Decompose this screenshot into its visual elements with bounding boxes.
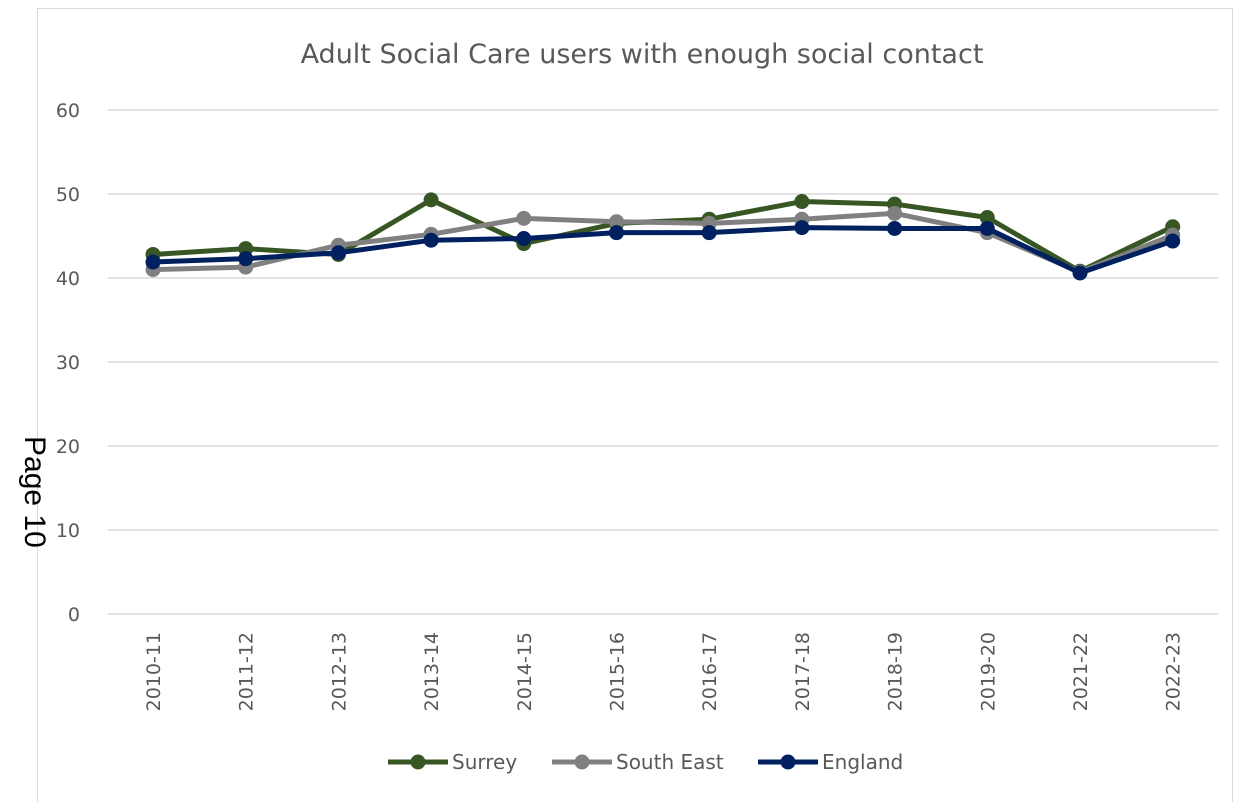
data-point — [423, 192, 439, 208]
data-point — [887, 220, 903, 236]
data-point — [516, 210, 532, 226]
data-point — [794, 220, 810, 236]
y-tick-label: 10 — [56, 520, 80, 542]
legend-label: England — [822, 750, 903, 774]
y-tick-label: 60 — [56, 100, 80, 122]
legend-label: South East — [616, 750, 724, 774]
series-england — [145, 220, 1181, 281]
data-point — [887, 205, 903, 221]
x-tick-label: 2015-16 — [607, 632, 629, 711]
x-tick-label: 2022-23 — [1163, 632, 1185, 711]
page-number-label: Page 10 — [18, 436, 51, 548]
data-point — [423, 232, 439, 248]
data-point — [979, 220, 995, 236]
chart-title: Adult Social Care users with enough soci… — [301, 39, 984, 70]
y-tick-label: 0 — [68, 604, 80, 626]
legend-item: Surrey — [388, 750, 517, 774]
x-tick-label: 2021-22 — [1070, 632, 1092, 711]
data-point — [1072, 265, 1088, 281]
x-tick-label: 2019-20 — [977, 632, 999, 711]
legend-item: England — [758, 750, 903, 774]
x-tick-label: 2013-14 — [421, 632, 443, 711]
x-tick-label: 2016-17 — [699, 632, 721, 711]
y-tick-label: 50 — [56, 184, 80, 206]
series-line — [150, 210, 1176, 275]
y-tick-label: 40 — [56, 268, 80, 290]
x-tick-label: 2012-13 — [328, 632, 350, 711]
series-surrey — [145, 192, 1181, 279]
x-tick-label: 2018-19 — [885, 632, 907, 711]
data-point — [609, 225, 624, 241]
legend: Surrey South East England — [388, 750, 903, 774]
x-tick-label: 2014-15 — [514, 632, 536, 711]
x-tick-label: 2017-18 — [792, 632, 814, 711]
data-point — [238, 251, 254, 267]
legend-item: South East — [552, 750, 724, 774]
data-point — [1165, 233, 1181, 249]
y-tick-label: 20 — [56, 436, 80, 458]
data-point — [330, 245, 346, 261]
x-tick-label: 2010-11 — [143, 632, 165, 711]
gridlines — [108, 109, 1218, 615]
data-point — [516, 231, 532, 247]
data-point — [794, 194, 810, 210]
legend-label: Surrey — [452, 750, 517, 774]
series-line — [150, 197, 1176, 274]
series-south-east — [145, 205, 1181, 280]
y-tick-label: 30 — [56, 352, 80, 374]
data-point — [609, 214, 624, 230]
x-axis-ticks: 2010-11 2011-12 2012-13 2013-14 2014-15 2015-… — [143, 632, 1185, 711]
data-point — [145, 254, 161, 270]
y-axis-ticks: 0 10 20 30 40 50 60 — [56, 100, 80, 626]
legend-marker — [410, 754, 426, 770]
x-tick-label: 2011-12 — [236, 632, 258, 711]
data-point — [979, 210, 995, 226]
legend-marker — [574, 754, 590, 770]
series-line — [150, 225, 1176, 276]
data-point — [701, 225, 717, 241]
legend-marker — [780, 754, 796, 770]
chart-area — [37, 8, 1233, 802]
series-lines — [145, 192, 1181, 281]
